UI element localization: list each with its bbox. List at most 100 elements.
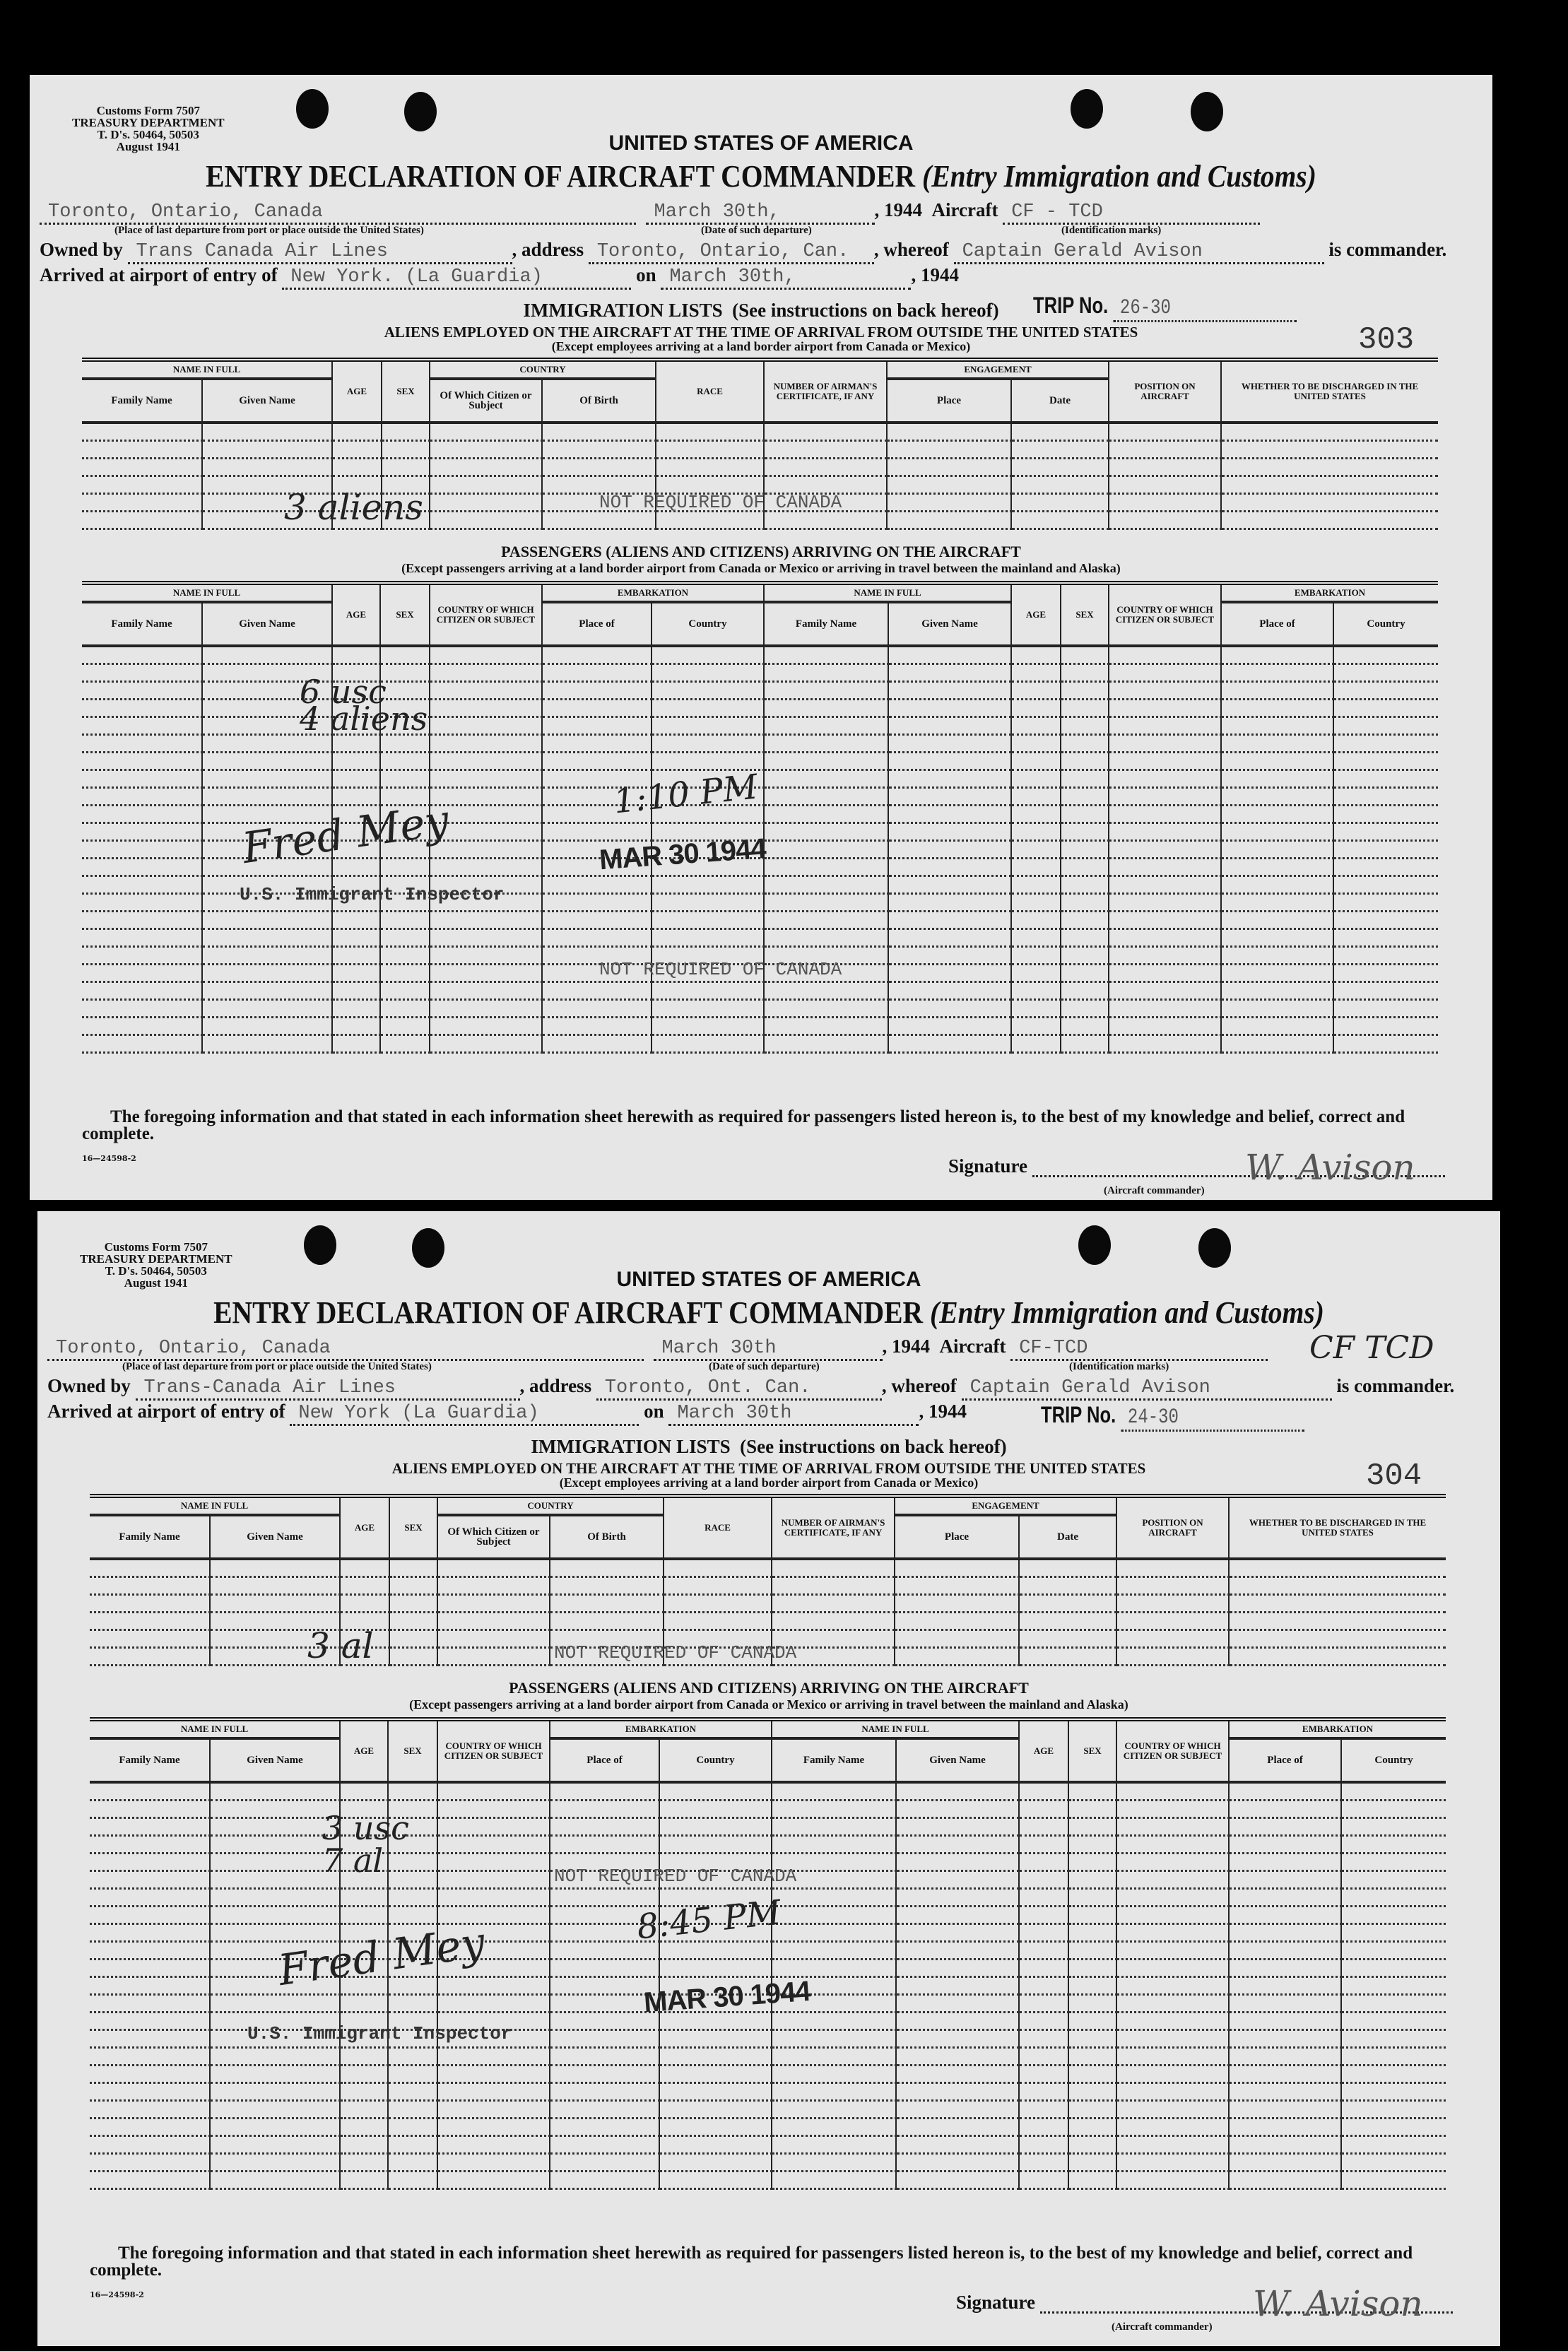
table-cell[interactable] — [895, 1817, 1019, 1837]
table-cell[interactable] — [771, 1594, 895, 1613]
table-cell[interactable] — [763, 805, 888, 824]
arrival-date-field[interactable]: March 30th, — [661, 266, 912, 290]
table-cell[interactable] — [1068, 1906, 1116, 1925]
table-cell[interactable] — [888, 982, 1011, 1001]
table-cell[interactable] — [1116, 2012, 1229, 2031]
table-cell[interactable] — [1228, 1577, 1446, 1596]
table-cell[interactable] — [201, 929, 332, 948]
table-cell[interactable] — [1108, 929, 1221, 948]
table-cell[interactable] — [437, 1577, 550, 1596]
table-cell[interactable] — [379, 823, 430, 842]
table-cell[interactable] — [1010, 699, 1061, 718]
table-cell[interactable] — [387, 1994, 437, 2013]
table-cell[interactable] — [379, 929, 430, 948]
table-cell[interactable] — [389, 1577, 437, 1596]
table-cell[interactable] — [655, 493, 764, 512]
table-cell[interactable] — [1333, 646, 1438, 665]
table-cell[interactable] — [389, 1594, 437, 1613]
table-cell[interactable] — [651, 1035, 764, 1054]
table-cell[interactable] — [339, 2100, 388, 2119]
table-cell[interactable] — [1068, 1888, 1116, 1907]
table-cell[interactable] — [771, 1577, 895, 1596]
table-cell[interactable] — [90, 2118, 210, 2137]
table-cell[interactable] — [1333, 911, 1438, 930]
table-cell[interactable] — [437, 1835, 550, 1854]
table-cell[interactable] — [886, 440, 1011, 459]
table-cell[interactable] — [1060, 734, 1109, 753]
table-cell[interactable] — [541, 458, 656, 477]
table-cell[interactable] — [1228, 1853, 1341, 1872]
table-cell[interactable] — [1116, 1835, 1229, 1854]
table-cell[interactable] — [894, 1647, 1019, 1666]
table-cell[interactable] — [1068, 1959, 1116, 1978]
table-cell[interactable] — [1116, 1817, 1229, 1837]
table-cell[interactable] — [1228, 2153, 1341, 2172]
table-cell[interactable] — [90, 1835, 210, 1854]
table-cell[interactable] — [549, 1577, 664, 1596]
table-cell[interactable] — [1018, 1630, 1116, 1649]
table-cell[interactable] — [339, 2047, 388, 2066]
table-cell[interactable] — [651, 929, 764, 948]
table-cell[interactable] — [209, 2118, 340, 2137]
table-cell[interactable] — [1018, 1906, 1068, 1925]
table-cell[interactable] — [1333, 893, 1438, 912]
table-cell[interactable] — [1108, 770, 1221, 789]
table-cell[interactable] — [1068, 1870, 1116, 1890]
table-cell[interactable] — [1228, 1870, 1341, 1890]
table-cell[interactable] — [1228, 2065, 1341, 2084]
table-cell[interactable] — [429, 876, 542, 895]
table-cell[interactable] — [549, 1594, 664, 1613]
table-cell[interactable] — [331, 476, 382, 495]
table-cell[interactable] — [1333, 664, 1438, 683]
table-cell[interactable] — [771, 1923, 896, 1943]
table-cell[interactable] — [1228, 1959, 1341, 1978]
table-cell[interactable] — [894, 1612, 1019, 1631]
table-cell[interactable] — [1060, 681, 1109, 700]
table-cell[interactable] — [659, 2065, 772, 2084]
table-cell[interactable] — [895, 1959, 1019, 1978]
table-cell[interactable] — [1108, 999, 1221, 1018]
table-cell[interactable] — [771, 1612, 895, 1631]
table-cell[interactable] — [429, 823, 542, 842]
table-cell[interactable] — [1060, 646, 1109, 665]
table-cell[interactable] — [387, 1870, 437, 1890]
table-cell[interactable] — [1018, 1835, 1068, 1854]
table-cell[interactable] — [888, 664, 1011, 683]
table-cell[interactable] — [541, 423, 656, 442]
table-cell[interactable] — [201, 770, 332, 789]
table-cell[interactable] — [82, 681, 202, 700]
table-cell[interactable] — [1340, 2135, 1446, 2155]
table-cell[interactable] — [888, 840, 1011, 859]
table-cell[interactable] — [549, 1906, 659, 1925]
table-cell[interactable] — [1108, 511, 1221, 530]
table-cell[interactable] — [1018, 2100, 1068, 2119]
table-cell[interactable] — [888, 734, 1011, 753]
table-cell[interactable] — [771, 1835, 896, 1854]
table-cell[interactable] — [429, 982, 542, 1001]
table-cell[interactable] — [1060, 699, 1109, 718]
table-cell[interactable] — [651, 946, 764, 965]
table-cell[interactable] — [763, 876, 888, 895]
table-cell[interactable] — [659, 2118, 772, 2137]
table-cell[interactable] — [82, 823, 202, 842]
table-cell[interactable] — [209, 1835, 340, 1854]
table-cell[interactable] — [1068, 2153, 1116, 2172]
table-cell[interactable] — [339, 1941, 388, 1960]
table-cell[interactable] — [1340, 1959, 1446, 1978]
table-cell[interactable] — [549, 1994, 659, 2013]
table-cell[interactable] — [82, 1017, 202, 1036]
table-cell[interactable] — [763, 770, 888, 789]
table-cell[interactable] — [82, 458, 202, 477]
table-cell[interactable] — [1340, 1976, 1446, 1996]
table-cell[interactable] — [379, 805, 430, 824]
table-cell[interactable] — [82, 946, 202, 965]
table-cell[interactable] — [659, 2135, 772, 2155]
table-cell[interactable] — [1108, 681, 1221, 700]
table-cell[interactable] — [549, 1559, 664, 1578]
table-cell[interactable] — [90, 1976, 210, 1996]
table-cell[interactable] — [1010, 876, 1061, 895]
table-cell[interactable] — [763, 734, 888, 753]
table-cell[interactable] — [339, 1630, 389, 1649]
table-cell[interactable] — [387, 2047, 437, 2066]
table-cell[interactable] — [339, 2153, 388, 2172]
